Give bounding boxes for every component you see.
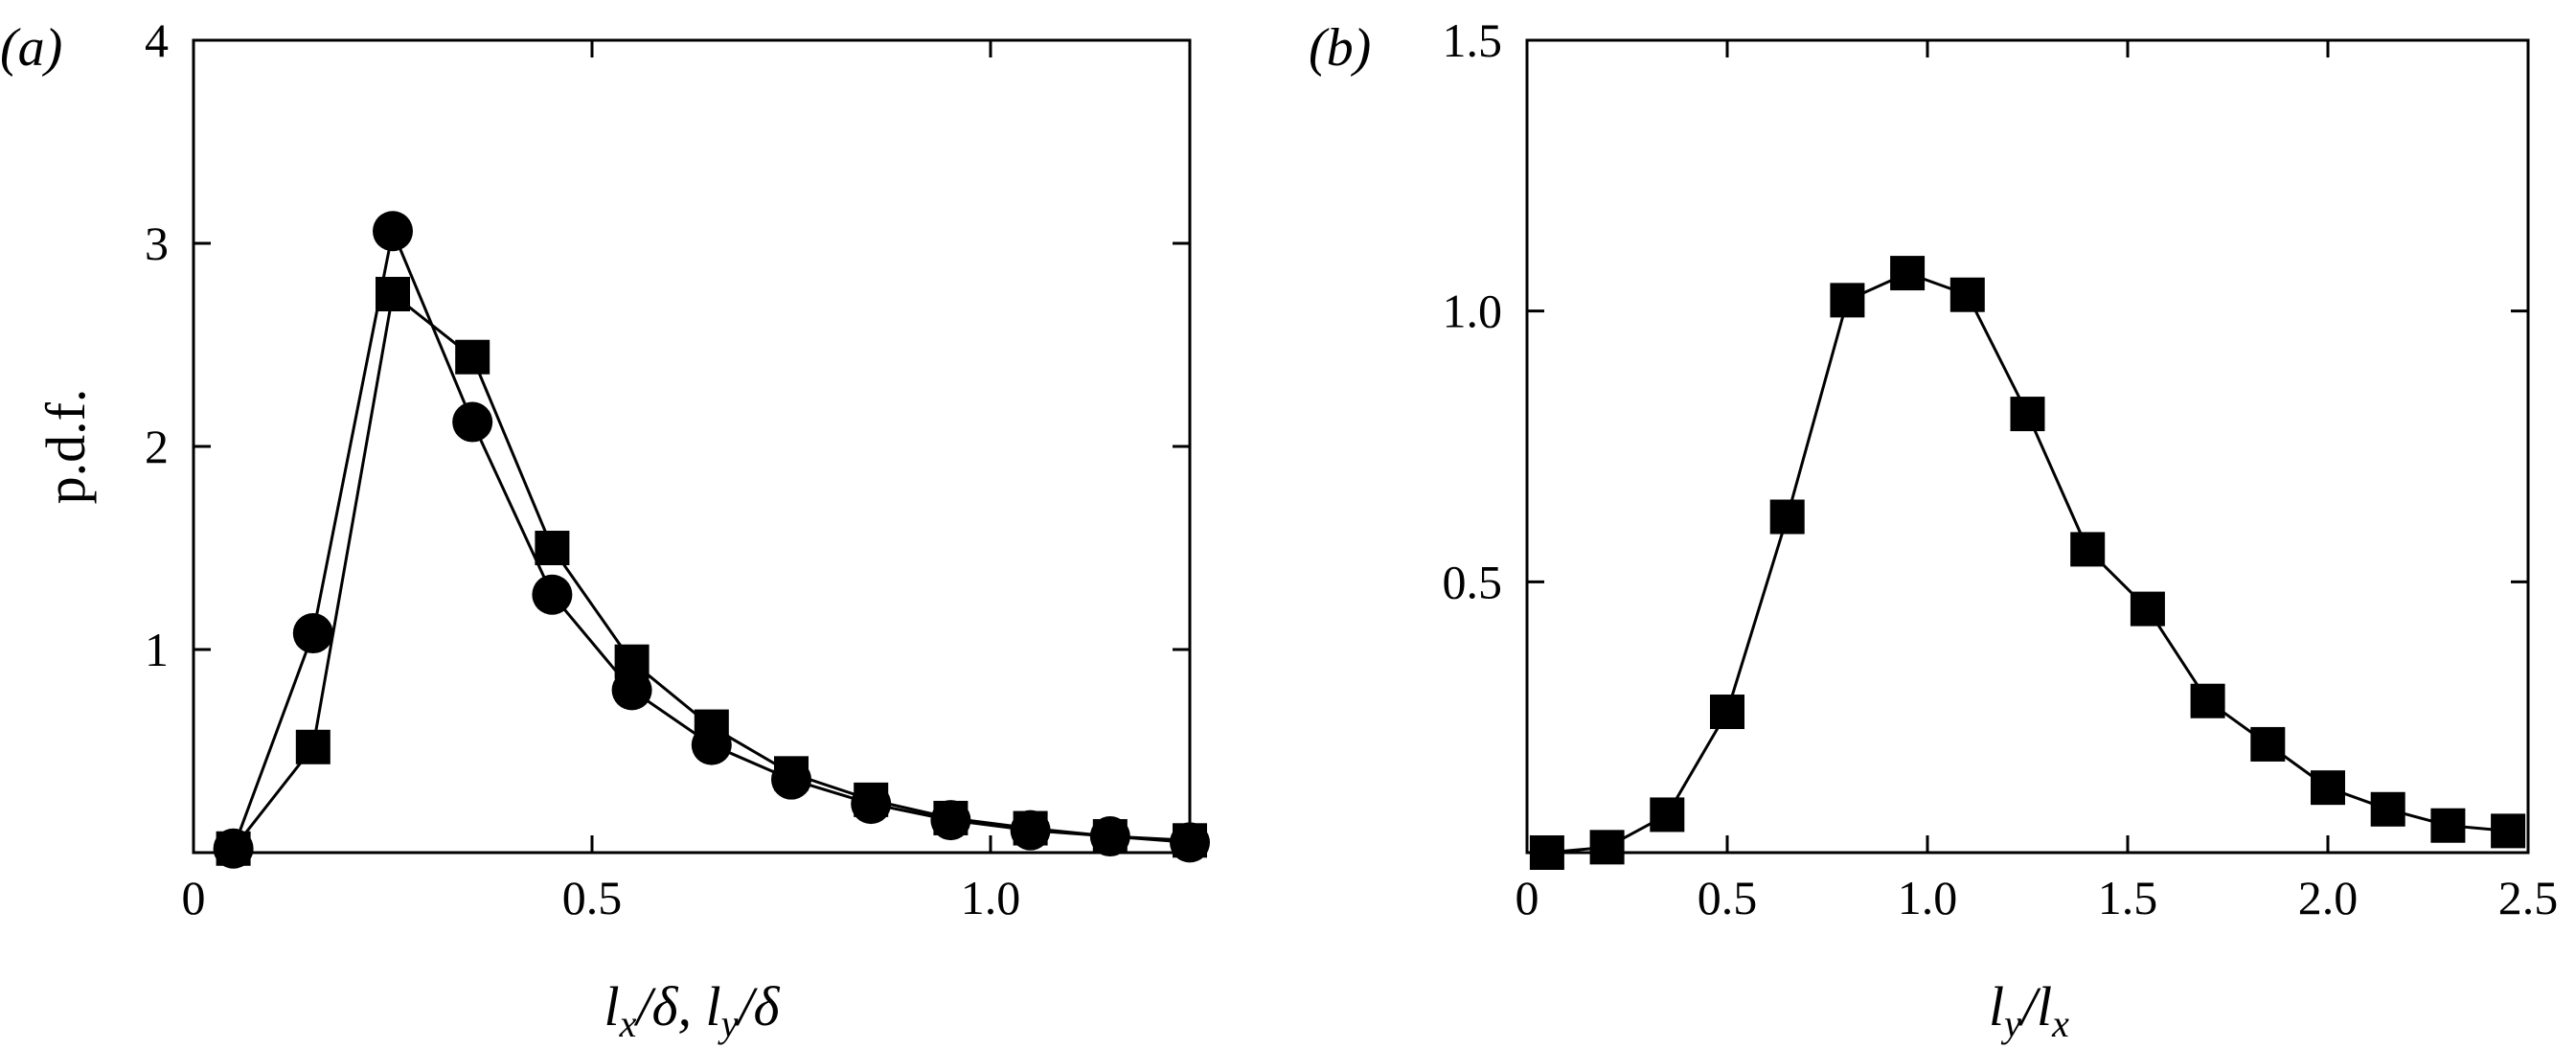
x-tick-label: 1.5 [2098, 871, 2158, 924]
data-point-square [1092, 819, 1128, 855]
panel-a-xlabel: lx/δ, ly/δ [604, 975, 781, 1045]
data-point-square [1589, 830, 1625, 865]
x-tick-label: 1.0 [961, 871, 1021, 924]
data-point-square [2311, 770, 2345, 806]
x-tick-label: 0.5 [562, 871, 623, 924]
panel-b-label: (b) [1309, 18, 1371, 78]
data-point-square [2430, 808, 2466, 843]
y-tick-label: 3 [145, 217, 169, 270]
data-point-square [1173, 823, 1207, 858]
data-point-square [535, 531, 570, 565]
y-tick-label: 1 [145, 623, 169, 676]
panel-a: (a) 0 0.5 1.0 1 2 3 4 p.d.f. lx/δ, ly/δ [0, 13, 1210, 1045]
y-tick-label: 4 [145, 13, 169, 67]
panel-a-series [213, 211, 1210, 869]
data-point-square [2370, 791, 2405, 827]
y-tick-label: 0.5 [1443, 555, 1503, 608]
panel-a-ticks [192, 38, 1190, 853]
data-point-square [2250, 726, 2286, 762]
data-point-square [1830, 283, 1865, 318]
x-tick-label: 0 [182, 871, 206, 924]
panel-a-ylabel: p.d.f. [34, 389, 97, 505]
data-point-square [455, 339, 490, 375]
panel-a-tick-labels: 0 0.5 1.0 1 2 3 4 [145, 13, 1020, 924]
series-line-1 [1546, 271, 2509, 855]
x-tick-label: 0 [1516, 871, 1539, 924]
data-point-square [2010, 397, 2045, 432]
panel-b-ticks [1525, 38, 2530, 853]
x-tick-label: 2.5 [2498, 871, 2559, 924]
data-point-square [1890, 256, 1926, 291]
data-point-square [376, 277, 410, 311]
data-point-square [933, 800, 969, 835]
data-point-square [2491, 813, 2526, 849]
data-point-square [2130, 591, 2165, 627]
data-point-square [1529, 835, 1564, 870]
data-point-circle [292, 613, 333, 654]
x-tick-label: 2.0 [2298, 871, 2359, 924]
panel-b-frame [1525, 38, 2530, 855]
x-tick-label: 1.0 [1898, 871, 1958, 924]
data-point-square [1650, 797, 1685, 832]
data-point-square [295, 729, 331, 764]
y-tick-label: 2 [145, 420, 169, 473]
panel-b-series [1529, 256, 2526, 870]
x-tick-label: 0.5 [1698, 871, 1758, 924]
data-point-square [614, 644, 650, 679]
data-point-square [1710, 695, 1744, 730]
data-point-circle [611, 670, 652, 711]
data-point-square [854, 782, 889, 817]
series-line-2 [232, 291, 1191, 850]
data-point-square [774, 756, 809, 791]
data-point-square [1769, 499, 1805, 535]
data-point-square [694, 709, 729, 744]
data-point-square [1949, 277, 1985, 312]
data-point-circle [532, 574, 573, 615]
data-point-square [2070, 532, 2106, 567]
y-tick-label: 1.5 [1443, 13, 1503, 67]
data-point-circle [373, 211, 413, 252]
data-point-square [216, 831, 251, 866]
panel-a-letter: a [18, 18, 45, 78]
panel-b-letter: b [1327, 18, 1354, 78]
panel-b-tick-labels: 0 0.5 1.0 1.5 2.0 2.5 0.5 1.0 1.5 [1443, 13, 2559, 924]
data-point-square [2190, 683, 2225, 718]
panel-a-label: (a) [0, 18, 62, 78]
panel-b-xlabel: ly/lx [1989, 975, 2069, 1045]
panel-b: (b) 0 0.5 1.0 1.5 2.0 2.5 0.5 1.0 1.5 ly/lx [1309, 13, 2558, 1045]
data-point-circle [452, 401, 493, 443]
data-point-square [1013, 810, 1048, 846]
y-tick-label: 1.0 [1443, 285, 1503, 338]
